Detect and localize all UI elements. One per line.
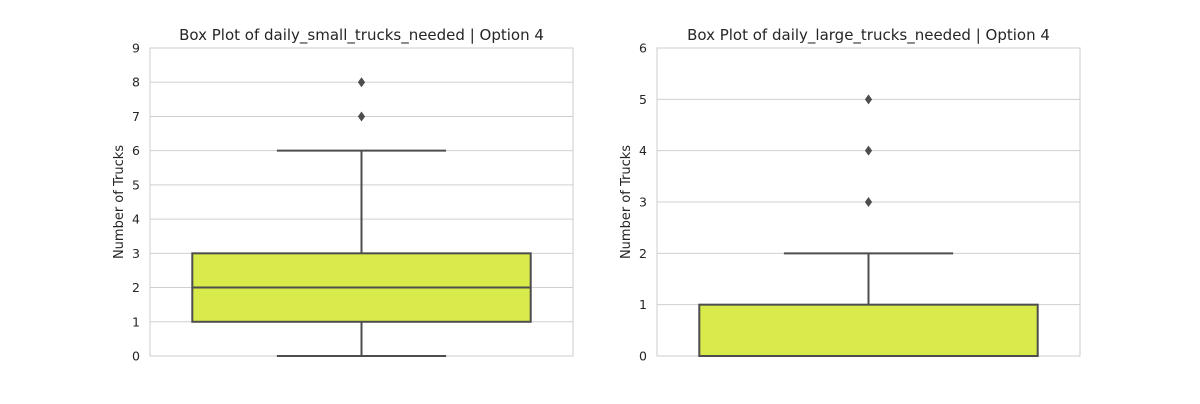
y-tick-label: 6 [639,41,647,56]
outlier-point [864,94,873,105]
chart-panel-2: 0 1 2 3 4 5 6 Box Plot of daily_large_trucks_ne… [619,26,1081,364]
y-tick-label: 5 [639,92,647,107]
y-axis-label: Number of Trucks [619,145,634,259]
y-tick-label: 3 [639,195,647,210]
y-tick-label: 5 [132,177,140,192]
y-tick-label: 8 [132,75,140,90]
y-tick-label: 4 [639,143,647,158]
box-iqr [698,303,1039,357]
chart-title: Box Plot of daily_large_trucks_needed | … [687,26,1050,45]
outlier-point [864,145,873,156]
outlier-point [864,197,873,207]
y-tick-label: 1 [132,314,140,329]
y-tick-label: 9 [132,41,140,56]
y-tick-label: 2 [639,246,647,261]
y-tick-label: 7 [132,109,140,124]
y-tick-label: 0 [132,349,140,364]
y-tick-label: 4 [132,212,140,227]
y-tick-label: 0 [639,349,647,364]
chart-title: Box Plot of daily_small_trucks_needed | … [179,26,544,45]
chart-panel-1: 0 1 2 3 4 5 6 7 8 9 Box Plot of daily_small_trucks… [112,26,574,364]
y-tick-label: 6 [132,143,140,158]
outlier-point [357,77,366,88]
outlier-point [357,111,366,122]
y-tick-label: 2 [132,280,140,295]
y-tick-label: 1 [639,297,647,312]
y-axis-label: Number of Trucks [112,145,127,259]
y-tick-label: 3 [132,246,140,261]
